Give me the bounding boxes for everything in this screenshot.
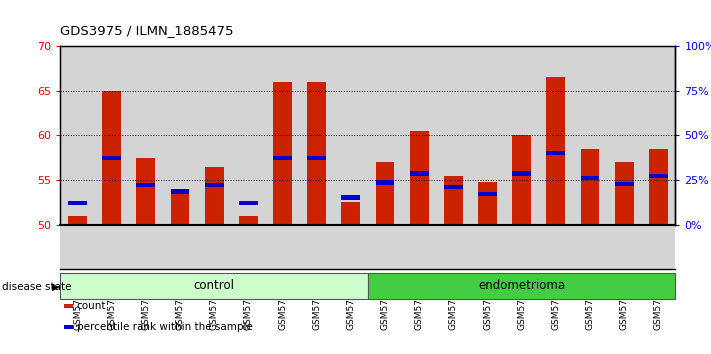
Bar [171, 189, 189, 194]
Bar [368, 273, 675, 299]
Bar [205, 183, 223, 187]
Bar [102, 91, 121, 225]
Bar [60, 273, 368, 299]
Bar [239, 201, 258, 205]
Text: count: count [77, 301, 106, 310]
Bar [547, 77, 565, 225]
Bar [410, 171, 429, 176]
Bar [581, 176, 599, 180]
Bar [410, 131, 429, 225]
Bar [607, 46, 641, 225]
Bar [444, 176, 463, 225]
Bar [299, 46, 333, 225]
Bar [68, 216, 87, 225]
Bar [444, 184, 463, 189]
Text: endometrioma: endometrioma [478, 279, 565, 292]
Bar [137, 183, 155, 187]
Text: disease state: disease state [2, 282, 72, 292]
Bar [573, 46, 607, 225]
Bar [539, 46, 573, 225]
Bar [505, 46, 539, 225]
Bar [478, 182, 497, 225]
Bar [239, 216, 258, 225]
Bar [197, 46, 231, 225]
Bar [649, 149, 668, 225]
Bar [547, 150, 565, 155]
Bar [307, 156, 326, 160]
Bar [60, 46, 95, 225]
Bar [581, 149, 599, 225]
Bar [129, 46, 163, 225]
Bar [375, 180, 395, 184]
Text: GDS3975 / ILMN_1885475: GDS3975 / ILMN_1885475 [60, 24, 234, 37]
Bar [513, 171, 531, 176]
Bar [375, 162, 395, 225]
Text: ▶: ▶ [52, 282, 60, 292]
Bar [615, 182, 634, 186]
Bar [68, 201, 87, 205]
Bar [341, 202, 360, 225]
Bar [437, 46, 471, 225]
Bar [137, 158, 155, 225]
Bar [402, 46, 437, 225]
Bar [102, 156, 121, 160]
Bar [205, 167, 223, 225]
Bar [95, 46, 129, 225]
Bar [478, 192, 497, 196]
Bar [273, 82, 292, 225]
Bar [163, 46, 197, 225]
Text: control: control [193, 279, 235, 292]
Text: percentile rank within the sample: percentile rank within the sample [77, 322, 252, 332]
Bar [171, 189, 189, 225]
Bar [341, 195, 360, 200]
Bar [265, 46, 299, 225]
Bar [273, 156, 292, 160]
Bar [333, 46, 368, 225]
Bar [641, 46, 675, 225]
Bar [649, 174, 668, 178]
Bar [615, 162, 634, 225]
Bar [231, 46, 265, 225]
Bar [307, 82, 326, 225]
Bar [471, 46, 505, 225]
Bar [513, 135, 531, 225]
Bar [368, 46, 402, 225]
